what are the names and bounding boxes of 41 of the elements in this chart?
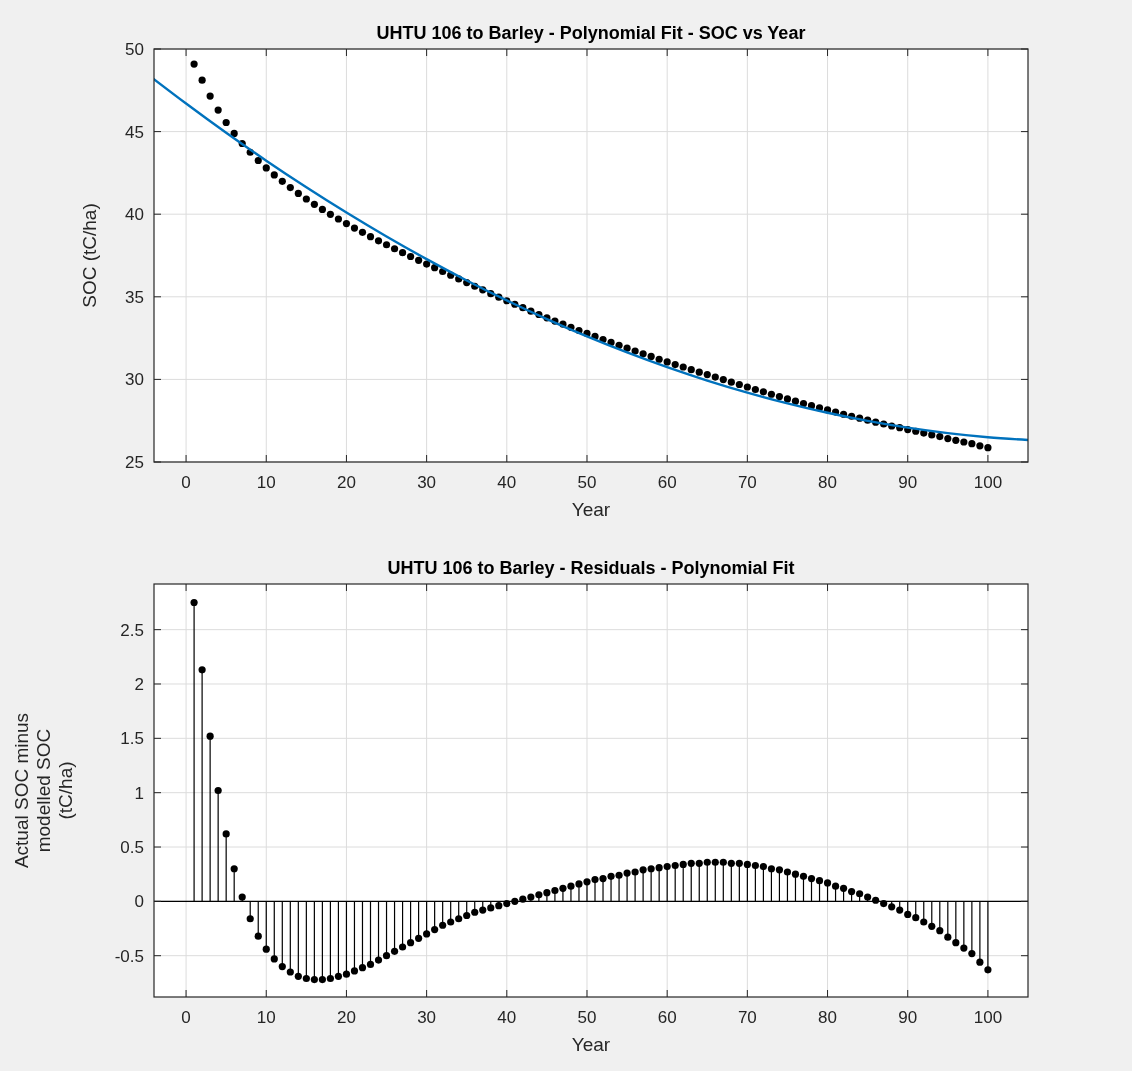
- x-tick-label: 70: [737, 473, 757, 492]
- x-tick-label: 80: [818, 1008, 837, 1027]
- y-tick-label: 35: [125, 287, 144, 307]
- x-tick-label: 60: [657, 1008, 677, 1027]
- x-tick-label: 30: [417, 1008, 437, 1027]
- y-axis-title: Actual SOC minus modelled SOC (tC/ha): [11, 712, 76, 869]
- x-tick-label: 100: [973, 473, 1003, 492]
- y-tick-label: 2: [134, 674, 144, 694]
- x-tick-label: 80: [818, 473, 837, 492]
- x-tick-label: 90: [898, 473, 918, 492]
- x-tick-label: 60: [657, 473, 677, 492]
- x-tick-label: 10: [256, 473, 276, 492]
- y-tick-label: 50: [125, 39, 144, 59]
- x-axis-title: Year: [571, 499, 611, 520]
- y-tick-label: 40: [125, 205, 144, 225]
- x-tick-label: 10: [256, 1008, 276, 1027]
- y-tick-label: 1.5: [120, 729, 144, 749]
- x-tick-label: 0: [181, 1008, 191, 1027]
- x-tick-label: 40: [497, 1008, 517, 1027]
- x-tick-label: 20: [336, 473, 356, 492]
- x-tick-label: 0: [181, 473, 191, 492]
- x-tick-label: 30: [417, 473, 437, 492]
- x-tick-label: 50: [577, 1008, 597, 1027]
- y-tick-label: -0.5: [114, 946, 144, 966]
- x-tick-label: 100: [973, 1008, 1003, 1027]
- chart-title: UHTU 106 to Barley - Polynomial Fit - SOC vs Year: [376, 23, 806, 43]
- y-tick-label: 2.5: [120, 620, 144, 640]
- x-tick-label: 90: [898, 1008, 918, 1027]
- y-axis-title: SOC (tC/ha): [79, 203, 100, 308]
- x-tick-label: 50: [577, 473, 597, 492]
- y-tick-label: 25: [125, 452, 144, 472]
- y-tick-label: 0.5: [120, 837, 144, 857]
- x-axis-title: Year: [571, 1034, 611, 1055]
- x-tick-label: 20: [336, 1008, 356, 1027]
- x-tick-label: 40: [497, 473, 517, 492]
- y-tick-label: 45: [125, 122, 144, 142]
- y-tick-label: 0: [134, 892, 144, 912]
- y-tick-label: 1: [134, 783, 144, 803]
- x-tick-label: 70: [737, 1008, 757, 1027]
- chart-title: UHTU 106 to Barley - Residuals - Polynomial Fit: [387, 558, 795, 578]
- y-tick-label: 30: [125, 370, 144, 390]
